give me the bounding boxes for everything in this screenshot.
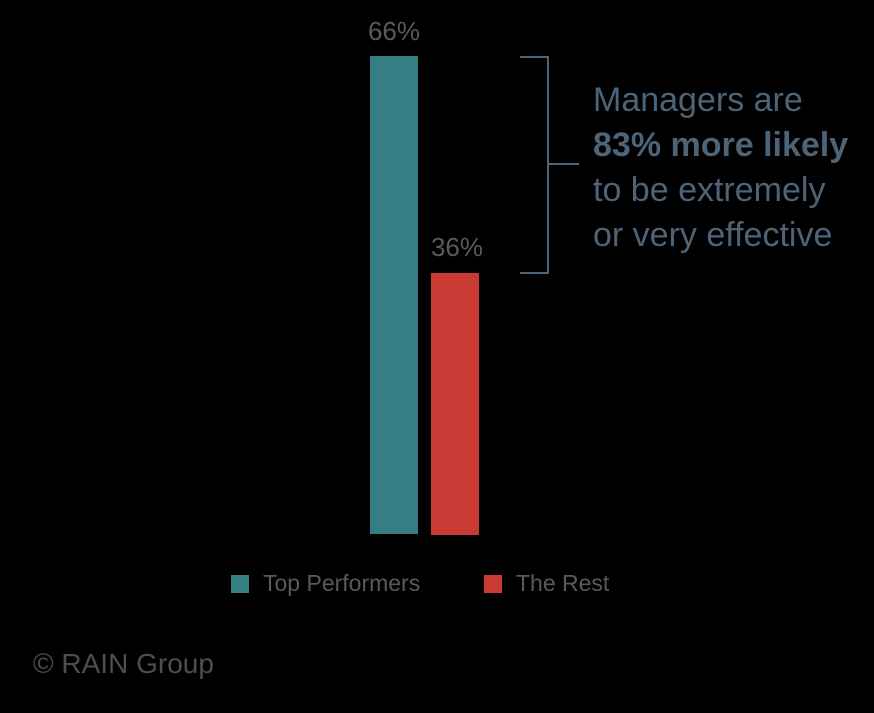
legend-item-top-performers: Top Performers: [231, 570, 420, 597]
annotation-line-3: to be extremely: [593, 171, 826, 209]
annotation-line-4: or very effective: [593, 216, 833, 254]
legend-label: The Rest: [516, 570, 610, 596]
teal-swatch-icon: [231, 574, 249, 593]
comparison-bracket: [520, 56, 549, 274]
top-performers-value-label: 66%: [367, 16, 421, 46]
copyright-footer: © RAIN Group: [33, 648, 214, 679]
the-rest-value-label: 36%: [430, 232, 484, 262]
legend-item-the-rest: The Rest: [484, 570, 609, 597]
bracket-pointer: [549, 163, 579, 165]
annotation-line-1: Managers are: [593, 81, 803, 119]
legend-label: Top Performers: [263, 570, 421, 596]
top-performers-bar: [370, 56, 418, 534]
the-rest-bar: [431, 273, 479, 535]
annotation-callout: Managers are 83% more likely to be extre…: [593, 78, 848, 258]
red-swatch-icon: [484, 574, 502, 593]
annotation-line-2: 83% more likely: [593, 126, 849, 164]
